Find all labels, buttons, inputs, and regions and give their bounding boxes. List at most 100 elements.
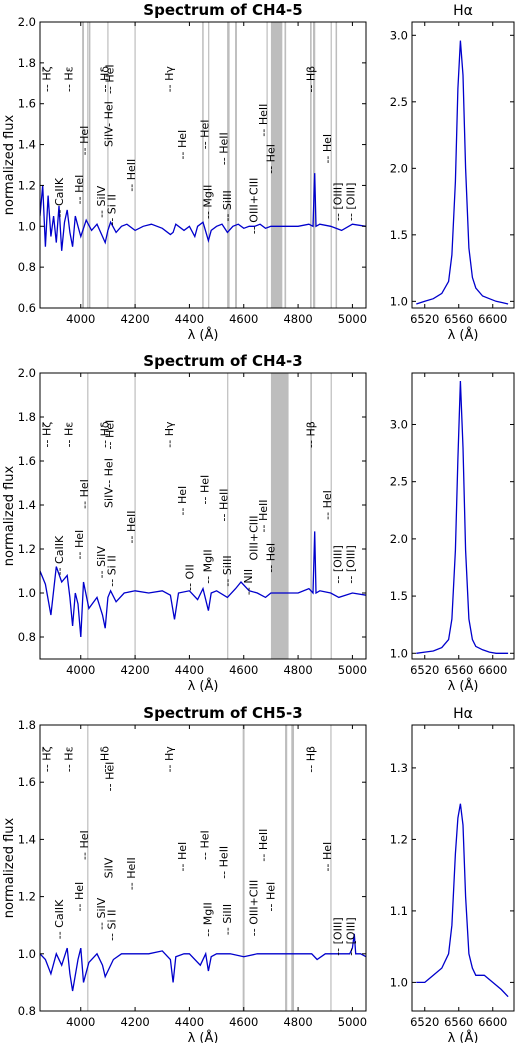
x-tick-label: 4200: [120, 663, 149, 677]
line-mask-band: [310, 22, 312, 308]
chart-title: Spectrum of CH4-5: [143, 1, 302, 19]
y-tick-label: 2.0: [390, 161, 408, 175]
x-tick-label: 6520: [410, 1015, 439, 1029]
line-mask-band: [227, 22, 230, 308]
line-mask-band: [285, 725, 288, 1011]
y-tick-label: 1.2: [18, 542, 36, 556]
y-tick-label: 2.0: [390, 532, 408, 546]
line-id-label: -- HeI: [264, 882, 277, 912]
x-tick-label: 6560: [444, 312, 473, 326]
y-tick-label: 1.6: [18, 97, 36, 111]
y-tick-label: 2.0: [18, 366, 36, 380]
axes-frame: [411, 372, 515, 660]
panel-0: 4000 4200 4400 4600 4800 5000 0.6 0.8 1.0 1.2 1.4 1…: [2, 1, 367, 343]
y-tick-label: 2.0: [18, 15, 36, 29]
line-id-label: -- SiIV: [95, 897, 108, 930]
x-tick-label: 6600: [478, 1015, 507, 1029]
line-id-label: -- Hζ: [41, 422, 54, 448]
y-tick-label: 1.0: [390, 294, 408, 308]
y-tick-label: 3.0: [390, 417, 408, 431]
line-id-label: -- HeI: [199, 120, 212, 150]
line-id-label: -- SiIV: [95, 185, 108, 218]
x-tick-label: 4000: [66, 663, 95, 677]
line-mask-band: [313, 22, 315, 308]
line-id-label: -- HeII: [218, 846, 231, 879]
y-tick-label: 1.2: [18, 890, 36, 904]
x-tick-label: 6600: [478, 663, 507, 677]
y-tick-label: 1.6: [18, 454, 36, 468]
line-id-label: -- HeI: [321, 842, 334, 872]
line-id-label: -- HeI: [264, 144, 277, 174]
line-id-label: -- HeI: [78, 126, 91, 156]
line-id-label: -- Hβ: [305, 746, 318, 773]
line-id-label: -- Hζ: [41, 66, 54, 92]
y-tick-label: 1.0: [18, 947, 36, 961]
x-tick-label: 4000: [66, 1015, 95, 1029]
line-id-label: -- Hε: [63, 66, 76, 92]
line-id-label: -- HeII: [125, 511, 138, 544]
x-tick-label: 4400: [175, 1015, 204, 1029]
line-mask-band: [82, 22, 85, 308]
line-id-label: -- SiIII: [221, 190, 234, 221]
y-tick-label: 2.5: [390, 475, 408, 489]
line-id-label: -- HeI: [321, 490, 334, 520]
spectrum-line: [40, 531, 366, 638]
y-tick-label: 1.0: [18, 586, 36, 600]
line-id-label: -- HeI: [73, 175, 86, 205]
line-id-label: -- SiIII: [221, 555, 234, 586]
line-id-label: -- MgII: [201, 549, 214, 583]
spectrum-line: [40, 933, 366, 992]
line-id-label: -- HeI: [321, 134, 334, 164]
y-axis-label: normalized flux: [2, 114, 17, 215]
line-id-label: -- [OIII]: [331, 545, 344, 583]
panel-4: 4000 4200 4400 4600 4800 5000 0.8 1.0 1.2 1.4 1.6 1…: [2, 704, 367, 1043]
line-id-label: -- Hε: [63, 422, 76, 448]
x-tick-label: 4200: [120, 312, 149, 326]
y-tick-label: 1.2: [18, 178, 36, 192]
line-id-label: SiIV- HeI: [102, 101, 115, 147]
y-tick-label: 1.2: [390, 832, 408, 846]
line-id-label: -- [OIII]: [344, 183, 357, 221]
line-id-label: -- Hγ: [163, 746, 176, 773]
line-id-label: -- SiIV: [95, 546, 108, 579]
line-id-label: SiIV-- HeI: [102, 458, 115, 508]
line-id-label: -- Hγ: [163, 66, 176, 93]
x-tick-label: 5000: [338, 663, 367, 677]
x-tick-label: 4600: [229, 663, 258, 677]
line-id-label: -- HeI: [104, 420, 117, 450]
y-tick-label: 1.4: [18, 832, 36, 846]
x-axis-label: λ (Å): [448, 327, 479, 343]
line-id-label: -- Si II: [106, 555, 119, 586]
line-mask-band: [235, 22, 237, 308]
y-tick-label: 1.8: [18, 718, 36, 732]
axes-frame: [411, 21, 515, 309]
chart-title: Spectrum of CH4-3: [143, 352, 302, 370]
line-id-label: -- HeI: [73, 882, 86, 912]
panel-2: 4000 4200 4400 4600 4800 5000 0.8 1.0 1.2 1.4 1.6 1…: [2, 352, 367, 694]
line-id-label: -- CaIIK: [53, 899, 66, 939]
x-axis-label: λ (Å): [188, 1030, 219, 1043]
x-axis-label: λ (Å): [448, 1030, 479, 1043]
y-tick-label: 1.4: [18, 498, 36, 512]
x-tick-label: 6560: [444, 663, 473, 677]
line-id-label: -- HeII: [218, 489, 231, 522]
line-id-label: -- Hβ: [305, 421, 318, 448]
line-id-label: -- Si II: [106, 194, 119, 225]
x-tick-label: 4600: [229, 312, 258, 326]
y-tick-label: 1.0: [18, 219, 36, 233]
x-axis-label: λ (Å): [188, 678, 219, 694]
line-id-label: -- HeII: [257, 104, 270, 137]
line-id-label: -- HeI: [78, 830, 91, 860]
y-tick-label: 1.0: [390, 975, 408, 989]
spectrum-line: [416, 380, 509, 654]
line-id-label: -- HeI: [176, 842, 189, 872]
line-id-label: -- MgII: [201, 902, 214, 936]
x-tick-label: 6520: [410, 663, 439, 677]
axes-frame: [39, 21, 367, 309]
x-tick-label: 4800: [283, 1015, 312, 1029]
y-axis-label: normalized flux: [2, 465, 17, 566]
y-axis-label: normalized flux: [2, 817, 17, 918]
x-tick-label: 5000: [338, 312, 367, 326]
line-id-label: -- Hδ: [99, 746, 112, 773]
line-id-label: -- HeI: [199, 830, 212, 860]
